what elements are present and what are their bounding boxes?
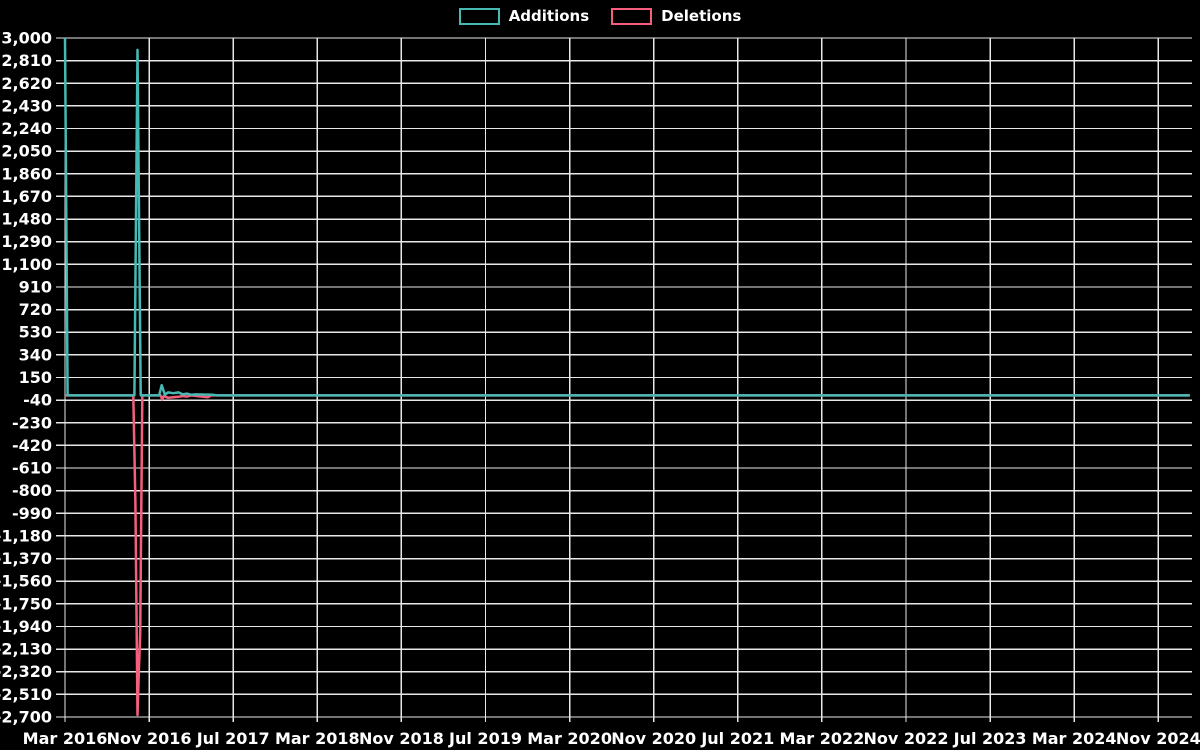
y-tick-label: 1,290: [1, 232, 52, 251]
x-tick-label: Jul 2023: [953, 729, 1027, 748]
additions-line: [63, 37, 1190, 397]
y-tick-label: -1,940: [0, 617, 52, 636]
additions-swatch-icon: [458, 7, 500, 25]
y-tick-label: 2,430: [1, 96, 52, 115]
y-tick-label: -1,370: [0, 549, 52, 568]
x-tick-label: Mar 2024: [1032, 729, 1117, 748]
x-tick-label: Nov 2022: [864, 729, 949, 748]
x-tick-label: Nov 2016: [107, 729, 192, 748]
y-tick-label: 150: [19, 368, 52, 387]
y-tick-label: -230: [12, 413, 52, 432]
chart-grid: [56, 37, 1192, 722]
y-tick-label: -610: [12, 459, 52, 478]
x-tick-label: Nov 2020: [611, 729, 696, 748]
y-tick-label: 1,670: [1, 187, 52, 206]
y-tick-label: 530: [19, 323, 52, 342]
x-tick-label: Nov 2024: [1116, 729, 1200, 748]
y-tick-label: -2,700: [0, 708, 52, 727]
y-tick-label: 2,620: [1, 74, 52, 93]
legend-item-additions[interactable]: Additions: [458, 7, 590, 25]
y-tick-label: -1,750: [0, 594, 52, 613]
x-tick-label: Jul 2021: [700, 729, 774, 748]
x-tick-label: Jul 2019: [448, 729, 522, 748]
y-tick-label: -800: [12, 481, 52, 500]
x-tick-label: Mar 2016: [23, 729, 108, 748]
chart-legend: Additions Deletions: [0, 7, 1200, 25]
x-tick-label: Jul 2017: [196, 729, 270, 748]
y-tick-label: -2,130: [0, 640, 52, 659]
y-tick-label: 1,480: [1, 210, 52, 229]
y-tick-label: 720: [19, 300, 52, 319]
y-tick-label: -2,510: [0, 685, 52, 704]
y-tick-label: 3,000: [1, 29, 52, 48]
y-tick-label: 2,810: [1, 51, 52, 70]
legend-item-deletions[interactable]: Deletions: [611, 7, 741, 25]
y-tick-label: -2,320: [0, 662, 52, 681]
legend-label-additions: Additions: [508, 7, 590, 25]
y-tick-label: 910: [19, 277, 52, 296]
y-tick-label: -1,180: [0, 526, 52, 545]
y-tick-label: 340: [19, 345, 52, 364]
y-tick-label: -40: [23, 391, 52, 410]
y-tick-label: 1,860: [1, 164, 52, 183]
x-tick-label: Mar 2020: [527, 729, 612, 748]
y-tick-label: 2,240: [1, 119, 52, 138]
deletions-swatch-icon: [611, 7, 653, 25]
legend-label-deletions: Deletions: [661, 7, 742, 25]
y-tick-label: 1,100: [1, 255, 52, 274]
y-tick-label: -990: [12, 504, 52, 523]
y-tick-label: -420: [12, 436, 52, 455]
x-tick-label: Nov 2018: [359, 729, 444, 748]
x-tick-label: Mar 2018: [275, 729, 360, 748]
y-tick-label: -1,560: [0, 572, 52, 591]
y-tick-label: 2,050: [1, 142, 52, 161]
x-tick-label: Mar 2022: [780, 729, 865, 748]
